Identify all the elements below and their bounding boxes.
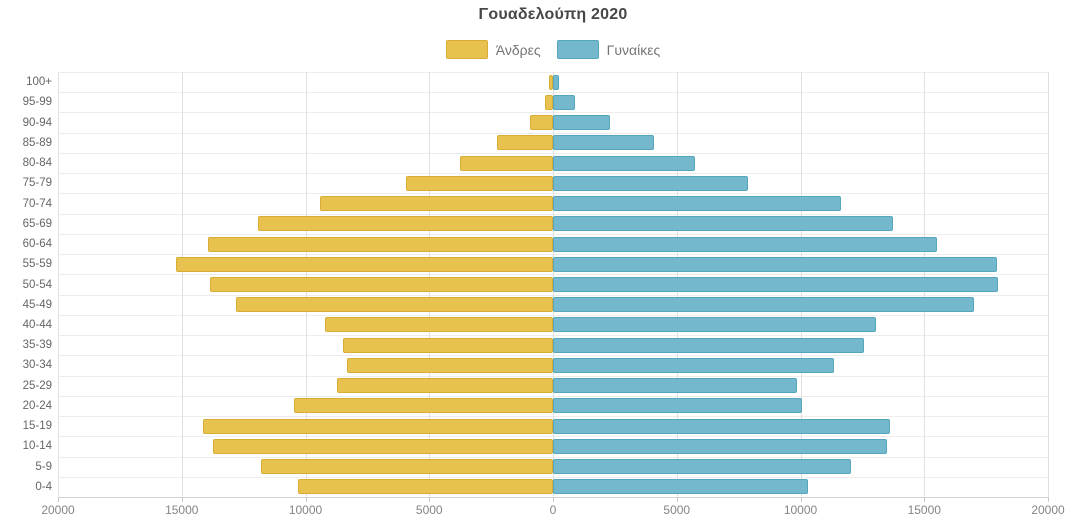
plot-area xyxy=(58,72,1049,498)
x-axis-label-15000: 15000 xyxy=(907,503,941,517)
y-axis-label-45-49: 45-49 xyxy=(22,298,52,311)
bar-female-60-64[interactable] xyxy=(553,236,937,252)
chart-title: Γουαδελούπη 2020 xyxy=(478,6,628,23)
bar-female-100+[interactable] xyxy=(553,74,560,90)
bar-male-40-44[interactable] xyxy=(325,317,553,333)
bar-male-45-49[interactable] xyxy=(236,297,553,313)
x-axis-label-20000: 20000 xyxy=(41,503,75,517)
bar-female-40-44[interactable] xyxy=(553,317,876,333)
male-color-swatch xyxy=(445,40,488,59)
y-axis-label-40-44: 40-44 xyxy=(22,318,52,331)
x-axis-tick xyxy=(58,497,59,502)
female-color-swatch xyxy=(556,40,599,59)
bar-female-75-79[interactable] xyxy=(553,175,749,191)
y-axis-label-25-29: 25-29 xyxy=(22,379,52,392)
bar-female-80-84[interactable] xyxy=(553,155,696,171)
x-axis-label-15000: 15000 xyxy=(165,503,199,517)
bar-male-10-14[interactable] xyxy=(213,438,553,454)
x-axis-label-0: 0 xyxy=(549,503,557,517)
y-axis-label-20-24: 20-24 xyxy=(22,399,52,412)
legend-label-female: Γυναίκες xyxy=(606,41,661,58)
bar-female-45-49[interactable] xyxy=(553,297,974,313)
bar-male-25-29[interactable] xyxy=(337,378,553,394)
bar-male-70-74[interactable] xyxy=(320,196,553,212)
legend-label-male: Άνδρες xyxy=(495,41,541,58)
bar-male-55-59[interactable] xyxy=(175,256,553,272)
x-axis-tick xyxy=(181,497,183,502)
y-axis-label-5-9: 5-9 xyxy=(35,460,52,473)
bar-male-90-94[interactable] xyxy=(529,115,553,131)
bar-female-65-69[interactable] xyxy=(553,216,893,232)
bar-female-85-89[interactable] xyxy=(553,135,654,151)
y-axis-label-100+: 100+ xyxy=(26,76,52,89)
bar-male-85-89[interactable] xyxy=(497,135,553,151)
legend-item-male[interactable]: Άνδρες xyxy=(445,40,541,59)
vertical-gridline xyxy=(1048,72,1049,497)
vertical-gridline xyxy=(181,72,183,497)
bar-female-0-4[interactable] xyxy=(553,479,808,495)
bar-male-80-84[interactable] xyxy=(459,155,553,171)
bar-female-15-19[interactable] xyxy=(553,418,890,434)
x-axis-tick xyxy=(553,497,554,502)
y-axis-label-85-89: 85-89 xyxy=(22,136,52,149)
y-axis-label-65-69: 65-69 xyxy=(22,217,52,230)
x-axis-label-10000: 10000 xyxy=(783,503,818,517)
x-axis-label-5000: 5000 xyxy=(415,503,443,517)
bar-male-60-64[interactable] xyxy=(207,236,553,252)
y-axis-label-0-4: 0-4 xyxy=(35,480,52,493)
y-axis-label-70-74: 70-74 xyxy=(22,197,52,210)
y-axis-label-80-84: 80-84 xyxy=(22,157,52,170)
bar-female-50-54[interactable] xyxy=(553,277,998,292)
y-axis-label-35-39: 35-39 xyxy=(22,339,52,352)
bar-male-100+[interactable] xyxy=(549,74,553,90)
vertical-gridline xyxy=(58,72,59,497)
bar-male-75-79[interactable] xyxy=(405,175,553,191)
y-axis-label-50-54: 50-54 xyxy=(22,278,52,291)
bar-male-65-69[interactable] xyxy=(258,216,553,232)
x-axis-tick xyxy=(305,497,307,502)
y-axis-label-10-14: 10-14 xyxy=(22,440,52,453)
bar-female-55-59[interactable] xyxy=(553,256,998,272)
bar-female-90-94[interactable] xyxy=(553,115,610,131)
bar-female-95-99[interactable] xyxy=(553,94,576,110)
bar-male-5-9[interactable] xyxy=(261,459,553,475)
bar-male-15-19[interactable] xyxy=(203,418,553,434)
x-axis-label-20000: 20000 xyxy=(1031,503,1065,517)
y-axis-label-15-19: 15-19 xyxy=(22,420,52,433)
y-axis-label-75-79: 75-79 xyxy=(22,177,52,190)
legend: Άνδρες Γυναίκες xyxy=(58,40,1048,59)
legend-item-female[interactable]: Γυναίκες xyxy=(556,40,661,59)
bar-male-50-54[interactable] xyxy=(210,277,553,292)
bar-female-10-14[interactable] xyxy=(553,438,887,454)
x-axis-tick xyxy=(676,497,678,502)
bar-female-30-34[interactable] xyxy=(553,357,834,373)
x-axis-tick xyxy=(429,497,431,502)
y-axis-label-60-64: 60-64 xyxy=(22,238,52,251)
bar-female-25-29[interactable] xyxy=(553,378,798,394)
bar-male-95-99[interactable] xyxy=(545,94,553,110)
bar-female-5-9[interactable] xyxy=(553,459,851,475)
y-axis-label-95-99: 95-99 xyxy=(22,96,52,109)
y-axis-label-30-34: 30-34 xyxy=(22,359,52,372)
x-axis-label-5000: 5000 xyxy=(663,503,691,517)
bar-female-70-74[interactable] xyxy=(553,196,841,212)
x-axis-tick xyxy=(924,497,926,502)
bar-male-0-4[interactable] xyxy=(298,479,553,495)
bar-male-35-39[interactable] xyxy=(343,337,553,353)
bar-male-20-24[interactable] xyxy=(294,398,553,414)
y-axis-label-90-94: 90-94 xyxy=(22,116,52,129)
x-axis-label-10000: 10000 xyxy=(288,503,323,517)
x-axis-tick xyxy=(1048,497,1049,502)
bar-male-30-34[interactable] xyxy=(347,357,553,373)
bar-female-35-39[interactable] xyxy=(553,337,864,353)
x-axis-tick xyxy=(800,497,802,502)
y-axis-label-55-59: 55-59 xyxy=(22,258,52,271)
bar-female-20-24[interactable] xyxy=(553,398,802,414)
